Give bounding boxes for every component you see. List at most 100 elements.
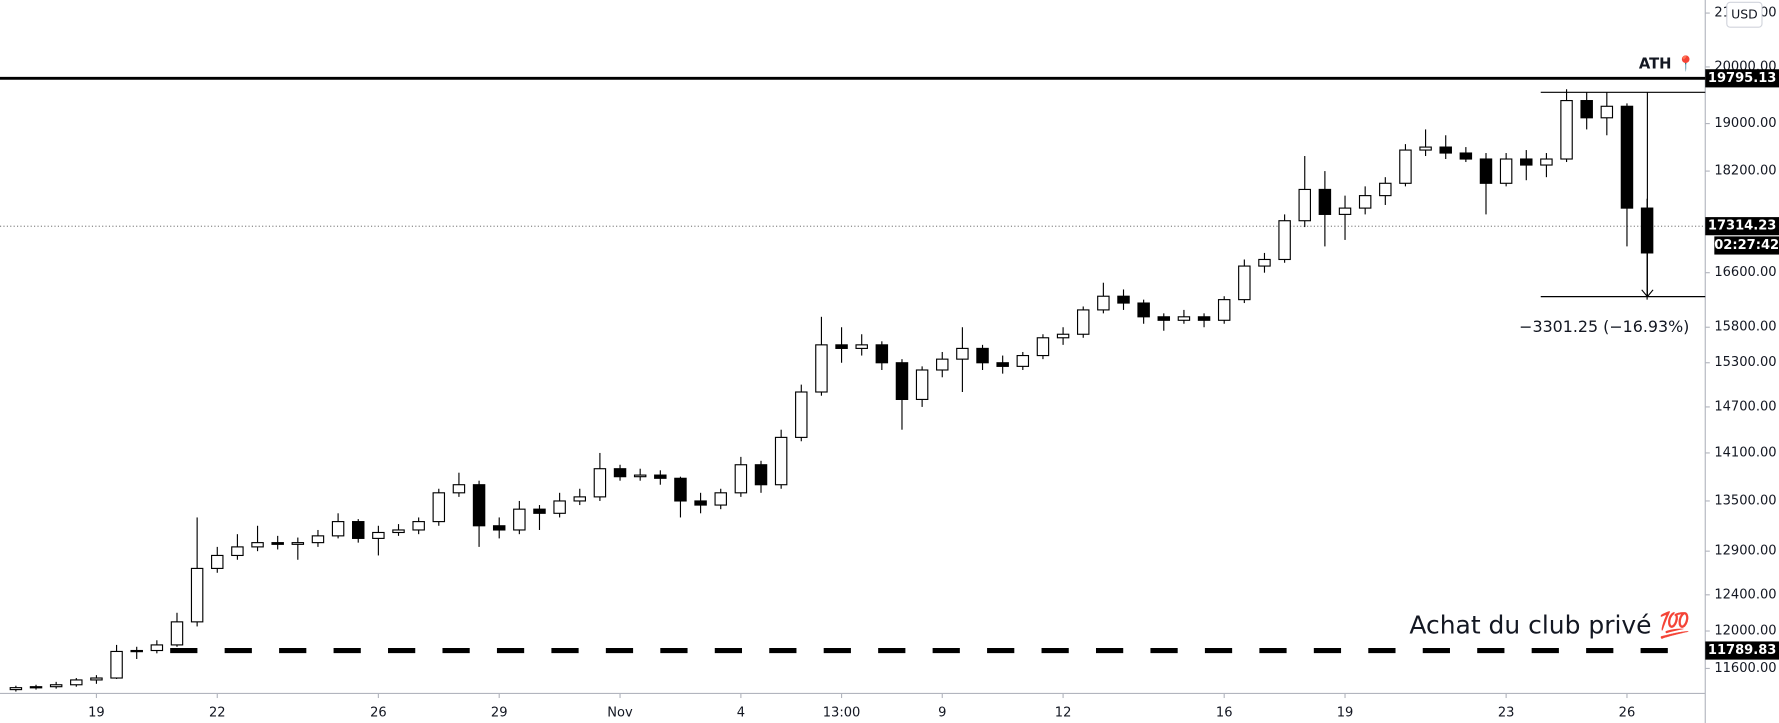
candle-body (1016, 354, 1030, 367)
x-tick-label: 9 (938, 705, 946, 720)
candle-body (1056, 333, 1070, 339)
candle-body (29, 686, 43, 689)
candle-body (1439, 146, 1452, 154)
candle-body (70, 679, 83, 686)
candle-body (1076, 309, 1090, 335)
candle-body (1318, 188, 1332, 215)
club-price-box (1705, 641, 1779, 660)
x-tick-label: 13:00 (823, 705, 861, 720)
candle-body (1479, 158, 1493, 184)
candle-body (754, 464, 768, 486)
candle-body (231, 546, 244, 557)
x-tick-label: 12 (1055, 705, 1072, 720)
candle-body (1338, 207, 1352, 215)
candle-body (936, 358, 949, 371)
y-tick-label: 11600.00 (1714, 661, 1776, 676)
candle-body (1600, 105, 1614, 119)
x-tick-label: 22 (209, 705, 226, 720)
measure-label: −3301.25 (−16.93%) (1519, 317, 1689, 336)
candle-body (311, 535, 325, 544)
x-tick-label: Nov (607, 705, 633, 720)
candle-body (915, 369, 929, 401)
y-tick-label: 12400.00 (1714, 587, 1776, 602)
candle-body (110, 650, 123, 679)
x-tick-label: 26 (1619, 705, 1636, 720)
y-tick-label: 15300.00 (1714, 355, 1776, 370)
candle-body (533, 508, 546, 514)
candle-body (1358, 195, 1372, 209)
x-tick-label: 26 (370, 705, 387, 720)
ath-price-box (1705, 69, 1779, 88)
club-label: Achat du club privé 💯 (1409, 611, 1690, 640)
candle-body (1620, 105, 1634, 209)
y-tick-label: 18200.00 (1714, 164, 1776, 179)
candle-body (1379, 182, 1392, 197)
candle-body (1197, 316, 1211, 321)
x-tick-label: 16 (1216, 705, 1233, 720)
candle-body (90, 677, 103, 681)
y-tick-label: 15800.00 (1714, 320, 1776, 335)
currency-button[interactable] (1726, 1, 1763, 28)
candle-body (251, 542, 264, 548)
y-tick-label: 12900.00 (1714, 544, 1776, 559)
candle-body (875, 344, 889, 364)
candle-body (271, 542, 284, 545)
countdown-box (1714, 236, 1779, 255)
candle-body (654, 474, 667, 479)
ath-label: ATH 📍 (1639, 55, 1695, 73)
countdown-text: 02:27:42 (1714, 238, 1779, 253)
x-tick-label: 19 (88, 705, 105, 720)
candle-body (452, 484, 466, 494)
candle-body (492, 525, 506, 531)
candle-body (1238, 265, 1251, 301)
candle-body (694, 500, 707, 506)
y-tick-label: 13500.00 (1714, 493, 1776, 508)
candle-body (855, 344, 868, 349)
candle-body (150, 644, 164, 652)
candle-body (734, 464, 748, 494)
ath-price-text: 19795.13 (1708, 71, 1777, 86)
candle-body (372, 531, 385, 539)
y-tick-label: 14100.00 (1714, 445, 1776, 460)
candle-body (472, 484, 486, 527)
candle-body (1560, 100, 1573, 160)
candle-body (956, 347, 969, 360)
candle-body (49, 684, 63, 688)
candle-body (1399, 149, 1412, 184)
candle-body (1419, 146, 1432, 151)
candle-body (9, 687, 23, 691)
candle-body (1217, 299, 1231, 321)
club-price-text: 11789.83 (1708, 643, 1777, 658)
candle-body (573, 496, 587, 502)
candle-body (1097, 295, 1110, 311)
last-price-text: 17314.23 (1708, 219, 1777, 234)
candle-body (130, 649, 143, 653)
candle-body (351, 521, 365, 539)
candle-body (1137, 302, 1150, 318)
candle-body (795, 391, 808, 438)
y-tick-label: 14700.00 (1714, 399, 1776, 414)
candle-body (553, 500, 566, 514)
candle-body (895, 362, 909, 401)
candle-body (714, 492, 727, 506)
plot-area: ATH 📍 Achat du club privé 💯 (0, 55, 1706, 692)
candle-body (1036, 337, 1050, 357)
candle-body (613, 468, 627, 478)
x-tick-label: 29 (491, 705, 508, 720)
x-tick-label: 23 (1498, 705, 1515, 720)
x-tick-label: 19 (1337, 705, 1354, 720)
candle-body (835, 344, 848, 349)
candle-body (291, 542, 305, 545)
candle-body (1499, 158, 1513, 184)
candle-body (996, 362, 1009, 367)
currency-label: USD (1731, 6, 1758, 21)
candle-body (674, 477, 687, 502)
measure-arrow-head (1641, 289, 1654, 298)
y-tick-label: 19000.00 (1714, 116, 1776, 131)
y-tick-label: 16600.00 (1714, 265, 1776, 280)
candle-body (1520, 158, 1533, 166)
candle-body (432, 492, 446, 523)
candle-body (1459, 152, 1473, 160)
